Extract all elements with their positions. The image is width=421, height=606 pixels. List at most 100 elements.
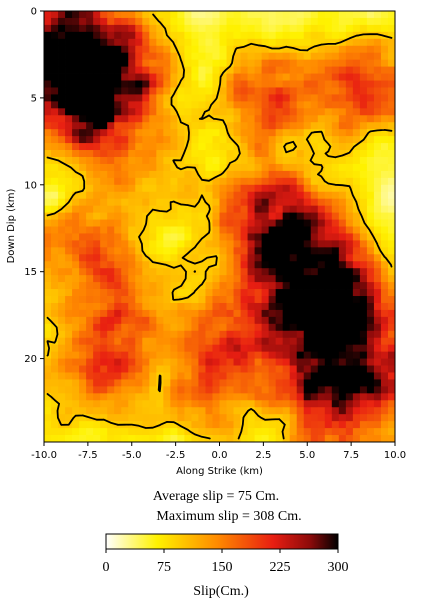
heatmap-cell bbox=[191, 351, 199, 359]
heatmap-cell bbox=[191, 11, 199, 19]
heatmap-cell bbox=[317, 80, 326, 88]
heatmap-cell bbox=[366, 191, 375, 200]
heatmap-cell bbox=[387, 282, 395, 290]
heatmap-cell bbox=[86, 337, 94, 346]
heatmap-cell bbox=[142, 73, 150, 81]
heatmap-cell bbox=[289, 59, 298, 68]
heatmap-cell bbox=[373, 122, 382, 130]
heatmap-cell bbox=[100, 393, 108, 401]
heatmap-cell bbox=[373, 323, 382, 332]
heatmap-cell bbox=[338, 386, 347, 394]
heatmap-cell bbox=[331, 101, 340, 109]
heatmap-cell bbox=[128, 247, 136, 255]
heatmap-cell bbox=[317, 386, 326, 394]
heatmap-cell bbox=[296, 330, 305, 339]
heatmap-cell bbox=[317, 421, 326, 429]
heatmap-cell bbox=[373, 365, 382, 373]
heatmap-cell bbox=[93, 268, 101, 276]
heatmap-cell bbox=[317, 115, 326, 123]
heatmap-cell bbox=[121, 240, 129, 248]
heatmap-cell bbox=[142, 247, 150, 255]
heatmap-cell bbox=[261, 309, 270, 318]
heatmap-cell bbox=[135, 289, 143, 297]
heatmap-cell bbox=[100, 414, 108, 422]
heatmap-cell bbox=[44, 379, 52, 387]
heatmap-cell bbox=[163, 275, 171, 283]
heatmap-cell bbox=[310, 115, 319, 123]
heatmap-cell bbox=[289, 170, 298, 179]
heatmap-cell bbox=[184, 73, 192, 81]
heatmap-cell bbox=[317, 289, 326, 297]
heatmap-cell bbox=[303, 80, 312, 88]
heatmap-cell bbox=[163, 129, 171, 137]
heatmap-cell bbox=[373, 289, 382, 297]
heatmap-cell bbox=[261, 17, 270, 26]
heatmap-cell bbox=[275, 428, 284, 436]
heatmap-cell bbox=[58, 268, 66, 276]
heatmap-cell bbox=[282, 191, 291, 200]
heatmap-cell bbox=[226, 150, 234, 158]
heatmap-cell bbox=[212, 240, 220, 248]
heatmap-cell bbox=[121, 108, 129, 116]
heatmap-cell bbox=[212, 372, 220, 380]
heatmap-cell bbox=[247, 282, 255, 290]
heatmap-cell bbox=[310, 379, 319, 387]
heatmap-cell bbox=[289, 275, 298, 283]
heatmap-cell bbox=[324, 115, 333, 123]
heatmap-cell bbox=[142, 205, 150, 213]
heatmap-cell bbox=[114, 101, 122, 109]
heatmap-cell bbox=[324, 150, 333, 158]
heatmap-cell bbox=[254, 316, 263, 325]
heatmap-cell bbox=[380, 351, 389, 359]
heatmap-cell bbox=[352, 122, 361, 130]
heatmap-cell bbox=[240, 80, 248, 88]
heatmap-cell bbox=[149, 247, 157, 255]
heatmap-cell bbox=[93, 184, 101, 193]
heatmap-cell bbox=[121, 136, 129, 144]
heatmap-cell bbox=[373, 191, 382, 200]
heatmap-cell bbox=[303, 344, 312, 353]
heatmap-cell bbox=[219, 351, 227, 359]
heatmap-cell bbox=[163, 170, 171, 179]
heatmap-cell bbox=[380, 330, 389, 339]
heatmap-cell bbox=[205, 184, 213, 193]
heatmap-cell bbox=[331, 45, 340, 54]
heatmap-cell bbox=[289, 268, 298, 276]
heatmap-cell bbox=[352, 184, 361, 193]
heatmap-cell bbox=[331, 358, 340, 366]
heatmap-cell bbox=[184, 323, 192, 332]
heatmap-cell bbox=[219, 191, 227, 200]
heatmap-cell bbox=[303, 351, 312, 359]
heatmap-cell bbox=[79, 323, 87, 332]
heatmap-cell bbox=[254, 261, 263, 269]
heatmap-cell bbox=[177, 143, 185, 151]
heatmap-cell bbox=[149, 101, 157, 109]
heatmap-cell bbox=[296, 87, 305, 95]
heatmap-cell bbox=[366, 289, 375, 297]
heatmap-cell bbox=[380, 268, 389, 276]
colorbar-label: Slip(Cm.) bbox=[193, 584, 249, 599]
heatmap-cell bbox=[289, 150, 298, 158]
heatmap-cell bbox=[247, 115, 255, 123]
heatmap-cell bbox=[296, 11, 305, 19]
heatmap-cell bbox=[366, 129, 375, 137]
heatmap-cell bbox=[156, 351, 164, 359]
heatmap-cell bbox=[100, 212, 108, 220]
heatmap-cell bbox=[254, 226, 263, 234]
heatmap-cell bbox=[163, 52, 171, 61]
colorbar: 0 75 150 225 300 Slip(Cm.) bbox=[103, 533, 349, 599]
heatmap-cell bbox=[380, 226, 389, 234]
heatmap-cell bbox=[142, 407, 150, 415]
heatmap-cell bbox=[128, 400, 136, 408]
heatmap-cell bbox=[352, 11, 361, 19]
heatmap-cell bbox=[303, 191, 312, 200]
heatmap-cell bbox=[233, 45, 241, 54]
heatmap-cell bbox=[205, 289, 213, 297]
heatmap-cell bbox=[387, 365, 395, 373]
heatmap-cell bbox=[387, 80, 395, 88]
heatmap-cell bbox=[72, 129, 80, 137]
heatmap-cell bbox=[268, 80, 277, 88]
heatmap-cell bbox=[72, 198, 80, 207]
heatmap-cell bbox=[331, 198, 340, 207]
heatmap-cell bbox=[135, 330, 143, 339]
